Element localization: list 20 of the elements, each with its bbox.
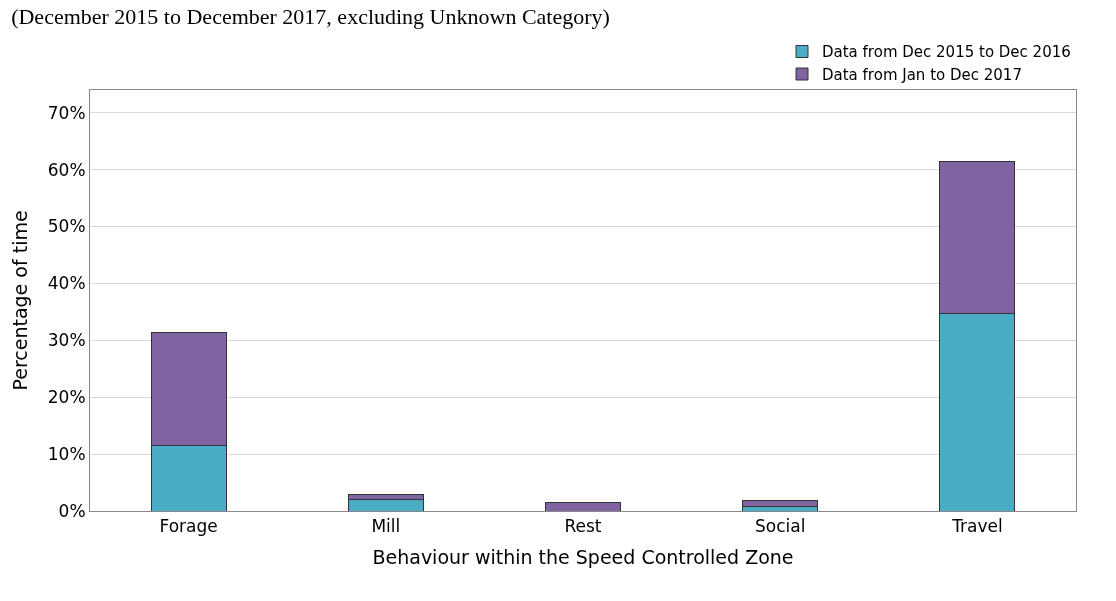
legend-label: Data from Jan to Dec 2017: [822, 65, 1022, 84]
x-tick-label: Social: [755, 516, 806, 537]
y-tick-label: 50%: [47, 216, 86, 237]
y-tick-label: 20%: [47, 387, 86, 408]
x-tick-label: Mill: [371, 516, 401, 537]
legend-label: Data from Dec 2015 to Dec 2016: [822, 43, 1071, 62]
x-tick-label: Rest: [564, 516, 602, 537]
x-axis-title: Behaviour within the Speed Controlled Zone: [372, 546, 794, 569]
y-tick-label: 30%: [47, 330, 86, 351]
chart-title: (December 2015 to December 2017, excluding Unknown Category): [11, 4, 610, 30]
y-tick-label: 10%: [47, 444, 86, 465]
y-tick-label: 40%: [47, 273, 86, 294]
bar: [742, 500, 819, 507]
y-tick-label: 60%: [47, 159, 86, 180]
y-axis-title: Percentage of time: [8, 210, 31, 391]
y-tick-label: 0%: [58, 500, 86, 521]
x-tick-label: Travel: [951, 516, 1003, 537]
x-tick-label: Forage: [159, 516, 218, 537]
bar: [545, 501, 621, 511]
y-tick-label: 70%: [47, 102, 86, 123]
